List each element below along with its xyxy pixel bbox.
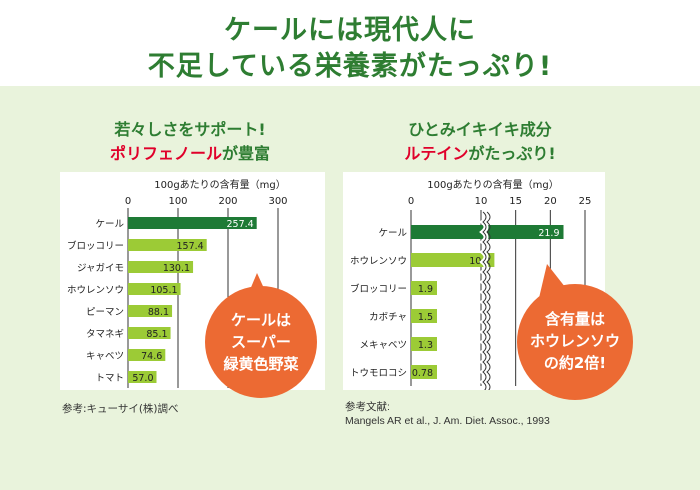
- bar: [128, 239, 207, 251]
- bar-value-label: 257.4: [226, 219, 253, 230]
- bar-value-label: 1.5: [418, 312, 433, 323]
- x-tick-label: 300: [268, 196, 287, 207]
- bar: [411, 281, 437, 295]
- category-label: ケール: [378, 228, 407, 239]
- right-source-note: 参考文献: Mangels AR et al., J. Am. Diet. As…: [345, 400, 550, 428]
- category-label: ホウレンソウ: [350, 256, 407, 267]
- bar: [411, 365, 437, 379]
- category-label: ジャガイモ: [77, 263, 124, 274]
- bar: [128, 349, 166, 361]
- axis-break-line: [482, 211, 487, 393]
- right-source-line-2: Mangels AR et al., J. Am. Diet. Assoc., …: [345, 415, 550, 427]
- left-subtitle-line-1: 若々しさをサポート!: [114, 120, 266, 139]
- category-label: トマト: [95, 373, 124, 384]
- x-tick-label: 15: [509, 196, 522, 207]
- x-tick-label: 200: [218, 196, 237, 207]
- category-label: メキャベツ: [359, 340, 407, 351]
- right-bubble-line-2: ホウレンソウ: [530, 332, 620, 350]
- left-subtitle-highlight: ポリフェノール: [109, 144, 222, 163]
- category-label: トウモロコシ: [350, 368, 407, 379]
- x-tick-label: 0: [408, 196, 414, 207]
- left-subtitle-rest: が豊富: [222, 144, 271, 163]
- x-tick-label: 0: [125, 196, 131, 207]
- bar: [128, 327, 171, 339]
- bar-value-label: 74.6: [141, 351, 162, 362]
- bar-value-label: 88.1: [148, 307, 169, 318]
- category-label: タマネギ: [86, 329, 124, 340]
- bar: [411, 253, 495, 267]
- bar: [128, 305, 173, 317]
- chart-title: 100gあたりの含有量（mg）: [427, 178, 559, 191]
- right-source-line-1: 参考文献:: [345, 401, 390, 413]
- left-bubble-line-1: ケールは: [231, 311, 291, 329]
- x-tick-label: 10: [475, 196, 488, 207]
- bar-value-label: 1.3: [418, 340, 433, 351]
- bar: [128, 217, 257, 229]
- category-label: カボチャ: [369, 312, 407, 323]
- category-label: ブロッコリー: [67, 240, 124, 252]
- right-subtitle-highlight: ルテイン: [404, 144, 469, 163]
- right-bubble-line-3: の約2倍!: [544, 354, 606, 372]
- x-tick-label: 100: [168, 196, 187, 207]
- right-subtitle-rest: がたっぷり!: [468, 144, 556, 163]
- x-tick-label: 25: [579, 196, 592, 207]
- category-label: キャベツ: [86, 351, 124, 362]
- right-subtitle-line-2: ルテインがたっぷり!: [330, 140, 630, 164]
- bar: [128, 371, 157, 383]
- category-label: ピーマン: [86, 307, 124, 318]
- category-label: ホウレンソウ: [67, 285, 124, 296]
- bar-value-label: 130.1: [163, 263, 190, 274]
- left-bubble-circle: [205, 286, 317, 398]
- left-bubble: ケールは スーパー 緑黄色野菜: [205, 273, 317, 398]
- bar: [128, 261, 194, 273]
- headline-line-2: 不足している栄養素がたっぷり!: [147, 51, 553, 82]
- bar-value-label: 21.9: [538, 228, 559, 239]
- bar: [411, 309, 437, 323]
- right-bubble-circle: [517, 284, 633, 400]
- left-bubble-line-3: 緑黄色野菜: [223, 355, 298, 373]
- right-bubble: 含有量は ホウレンソウ の約2倍!: [517, 264, 633, 400]
- bar-value-label: 0.78: [412, 368, 433, 379]
- axis-break-line: [486, 211, 491, 393]
- headline-line-1: ケールには現代人に: [224, 15, 476, 46]
- bar-value-label: 157.4: [176, 241, 203, 252]
- category-label: ケール: [95, 219, 124, 230]
- left-subtitle-line-2: ポリフェノールが豊富: [40, 140, 340, 164]
- bar-value-label: 57.0: [132, 373, 153, 384]
- bar: [128, 283, 181, 295]
- left-bubble-line-2: スーパー: [231, 333, 291, 351]
- bar-value-label: 105.1: [150, 285, 177, 296]
- bar: [411, 337, 437, 351]
- bar-value-label: 1.9: [418, 284, 433, 295]
- left-source-note: 参考:キューサイ(株)調べ: [62, 403, 179, 415]
- right-subtitle-line-1: ひとみイキイキ成分: [408, 120, 552, 139]
- category-label: ブロッコリー: [350, 283, 407, 295]
- right-chart-box: 100gあたりの含有量（mg） 0 10 15 20 25 ケール 21.9 ホウレンソウ 10.…: [343, 172, 605, 394]
- chart-title: 100gあたりの含有量（mg）: [154, 178, 286, 191]
- x-tick-label: 20: [544, 196, 557, 207]
- bar-value-label: 85.1: [146, 329, 167, 340]
- right-bubble-line-1: 含有量は: [545, 310, 605, 328]
